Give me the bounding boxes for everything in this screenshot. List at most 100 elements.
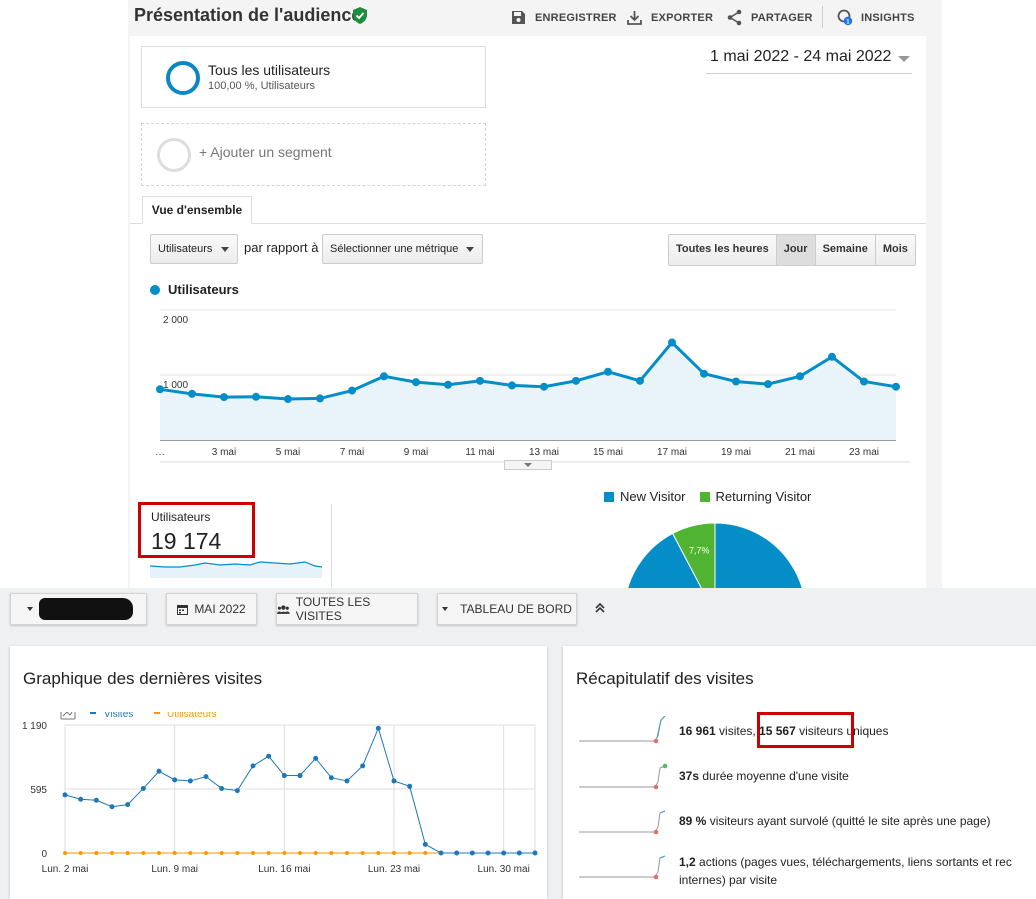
data-point-visits [422,841,428,847]
users-scorecard[interactable] [140,504,332,588]
sparkline-duration[interactable] [579,762,669,792]
date-range-picker[interactable]: 1 mai 2022 - 24 mai 2022 [706,48,912,74]
data-point [732,377,740,386]
data-point-users [423,851,428,855]
red-highlight-box [138,502,255,558]
data-point-visits [125,802,131,808]
x-tick-label: Lun. 23 mai [368,864,420,875]
period-toggle: Toutes les heures Jour Semaine Mois [668,234,916,266]
share-button[interactable]: PARTAGER [726,9,813,26]
x-tick-label: Lun. 16 mai [258,864,310,875]
verified-shield-icon [353,7,367,24]
segment-selector[interactable]: TOUTES LES VISITES [276,593,418,625]
users-sparkline [150,561,322,578]
data-point-visits [454,850,460,856]
data-point [764,380,772,389]
data-point-users [141,851,146,855]
x-tick-label: Lun. 9 mai [151,864,198,875]
legend-dot [150,284,160,295]
data-point-users [204,851,208,855]
chart-type-icon-line [62,712,73,717]
data-point-visits [93,797,99,803]
data-point [892,382,900,391]
tab-overview[interactable]: Vue d'ensemble [142,196,252,224]
data-point [188,389,196,398]
period-week[interactable]: Semaine [815,235,876,265]
calendar-icon [177,604,189,615]
data-point-users [407,851,412,855]
x-tick-label: 19 mai [721,447,751,458]
site-selector[interactable] [10,593,147,625]
data-point-users [172,851,177,855]
save-button[interactable]: ENREGISTRER [510,9,617,26]
data-point-visits [407,783,413,789]
data-point-users [78,851,83,855]
data-point-visits [501,850,507,856]
data-point [700,369,708,378]
chart-legend: Utilisateurs [150,282,239,297]
period-hourly[interactable]: Toutes les heures [669,235,777,265]
export-button[interactable]: EXPORTER [626,9,713,26]
data-point-visits [156,768,162,774]
ga-report-body: Tous les utilisateurs 100,00 %, Utilisat… [130,36,926,588]
users-line-chart: 2 000 1 000 … 3 mai 5 mai 7 mai 9 mai 11 mai 13 … [155,309,910,463]
legend-label-visits: Visites [104,712,133,720]
metric-select[interactable]: Utilisateurs [150,234,238,264]
add-segment-button[interactable]: + Ajouter un segment [141,123,486,186]
y-tick-label: 0 [41,849,47,860]
chart-expand-handle[interactable] [504,460,552,470]
data-point-visits [78,796,84,802]
x-tick-label: 3 mai [212,447,236,458]
page-title: Présentation de l'audience [134,5,362,25]
sparkline-bounce[interactable] [579,807,669,837]
insights-button[interactable]: 1 INSIGHTS [836,9,915,26]
data-point [668,338,676,347]
period-day[interactable]: Jour [776,235,816,265]
data-point [156,385,164,394]
compare-label: par rapport à [244,240,319,255]
period-selector[interactable]: MAI 2022 [166,593,257,625]
data-point-visits [485,850,491,856]
sparkline-visits[interactable] [579,716,669,746]
empty-segment-ring-icon [157,138,191,172]
widget-title: Récapitulatif des visites [576,669,754,688]
data-point-users [392,851,396,855]
data-point [636,376,644,385]
data-point [444,380,452,389]
dashboard-selector[interactable]: TABLEAU DE BORD [437,593,577,625]
data-point-users [329,851,334,855]
series-line [159,340,897,401]
period-month[interactable]: Mois [875,235,915,265]
pie-slice-label: 7,7% [689,545,710,555]
legend-new-visitor[interactable]: New Visitor [604,489,686,504]
chart-legend: Visites Utilisateurs [60,712,216,720]
redacted-site-name [39,598,133,620]
data-point-visits [250,763,256,769]
data-point-visits [266,753,272,759]
download-icon [627,11,642,25]
data-point-users [188,851,193,855]
users-metric-value: 19 174 [151,528,222,554]
data-point [316,394,324,403]
summary-visits-text: 16 961 visites, 15 567 visiteurs uniques [679,724,889,738]
data-point-users [360,851,365,855]
data-point-visits [438,850,444,856]
widget-title: Graphique des dernières visites [23,669,263,688]
data-point-users [94,851,99,855]
segment-all-users[interactable]: Tous les utilisateurs 100,00 %, Utilisat… [141,46,486,108]
legend-returning-visitor[interactable]: Returning Visitor [699,489,811,504]
compare-metric-select[interactable]: Sélectionner une métrique [322,234,483,264]
ga-header: Présentation de l'audience ENREGISTRER E… [128,0,942,36]
users-metric-label: Utilisateurs [151,510,211,524]
x-tick-label: 23 mai [849,447,879,458]
sparkline-actions[interactable] [579,852,669,882]
summary-bounce-text: 89 % visiteurs ayant survolé (quitté le … [679,814,991,828]
data-point-visits [375,725,381,731]
pie-slice-returning-visitor [671,522,716,588]
x-tick-label: 11 mai [465,447,494,458]
data-point-visits [313,755,319,761]
summary-duration-text: 37s durée moyenne d'une visite [679,769,849,783]
data-point-visits [532,850,538,856]
collapse-chevron-icon[interactable] [592,600,608,616]
data-point-visits [234,788,240,794]
